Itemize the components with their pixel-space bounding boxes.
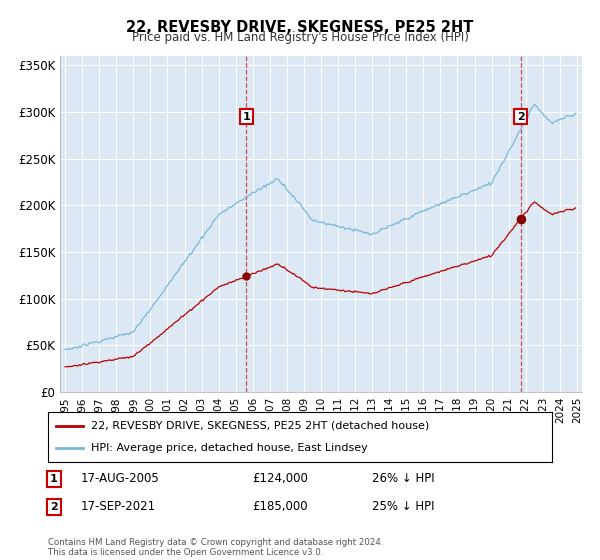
Text: 1: 1 xyxy=(50,474,58,484)
Text: 22, REVESBY DRIVE, SKEGNESS, PE25 2HT: 22, REVESBY DRIVE, SKEGNESS, PE25 2HT xyxy=(127,20,473,35)
Text: 2: 2 xyxy=(50,502,58,512)
Text: 25% ↓ HPI: 25% ↓ HPI xyxy=(372,500,434,514)
Text: 17-SEP-2021: 17-SEP-2021 xyxy=(81,500,156,514)
Text: Price paid vs. HM Land Registry's House Price Index (HPI): Price paid vs. HM Land Registry's House … xyxy=(131,31,469,44)
Text: £124,000: £124,000 xyxy=(252,472,308,486)
Text: 26% ↓ HPI: 26% ↓ HPI xyxy=(372,472,434,486)
Text: 2: 2 xyxy=(517,111,524,122)
Text: HPI: Average price, detached house, East Lindsey: HPI: Average price, detached house, East… xyxy=(91,443,368,453)
Text: 17-AUG-2005: 17-AUG-2005 xyxy=(81,472,160,486)
Text: 22, REVESBY DRIVE, SKEGNESS, PE25 2HT (detached house): 22, REVESBY DRIVE, SKEGNESS, PE25 2HT (d… xyxy=(91,421,429,431)
Text: £185,000: £185,000 xyxy=(252,500,308,514)
Text: 1: 1 xyxy=(242,111,250,122)
Text: Contains HM Land Registry data © Crown copyright and database right 2024.
This d: Contains HM Land Registry data © Crown c… xyxy=(48,538,383,557)
